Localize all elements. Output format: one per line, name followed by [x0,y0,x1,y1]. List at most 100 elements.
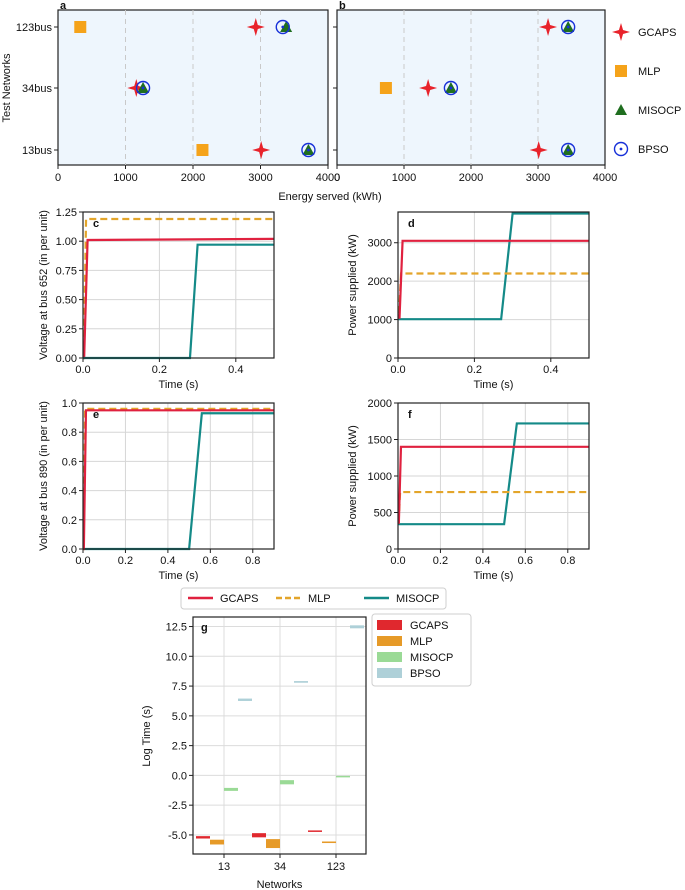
marker-gcaps-34bus [419,79,438,97]
x-tick-label: 0.4 [228,364,243,376]
y-tick-label: 2.5 [172,741,187,753]
y-tick-label: 0 [386,544,392,556]
y-tick-label: 10.0 [166,651,187,663]
x-tick-label: 0.4 [160,555,175,567]
y-tick-label: 0.00 [56,353,77,365]
marker-gcaps-13bus [252,141,271,159]
legend-marker-mlp [615,65,627,77]
box-gcaps-123 [308,830,322,832]
marker-bpso-34bus-ring [443,80,459,96]
legend-label: GCAPS [410,620,449,632]
legend-scatter: GCAPS MLP MISOCP BPSO [612,23,681,157]
y-tick-label: 0.0 [62,544,77,556]
y-tick-label: 500 [374,508,392,520]
box-gcaps-34 [252,833,266,838]
panel-label: e [93,409,99,421]
y-tick-label: 0.50 [56,295,77,307]
legend-label: GCAPS [638,27,677,39]
x-tick-label: 0.2 [467,364,482,376]
y-tick-label: 0 [386,353,392,365]
x-tick-label: 0.0 [75,555,90,567]
panel-label: a [60,0,67,12]
legend-label: MISOCP [410,652,453,664]
legend-swatch-misocp [377,652,402,662]
y-tick-label: 3000 [368,238,392,250]
marker-bpso-34bus [135,80,151,96]
x-tick-label: 0 [55,172,61,184]
legend-label: GCAPS [220,593,259,605]
box-mlp-13 [210,839,224,845]
box-bpso-123 [350,625,364,629]
legend-box [180,587,447,610]
y-axis-label-a: Test Networks [1,53,13,123]
x-tick-label: 0.6 [518,555,533,567]
panel-label: c [93,218,99,230]
marker-bpso-13bus-dot [307,148,310,152]
panel-label: b [339,0,346,12]
x-tick-label: 0.0 [390,555,405,567]
series-line-misocp [398,212,589,321]
x-tick-label: 4000 [316,172,340,184]
legend-label: MISOCP [638,105,681,117]
legend-marker-gcaps [612,23,630,41]
x-tick-label: 1000 [113,172,137,184]
series-line-gcaps [398,239,589,319]
marker-mlp-123bus [74,21,87,33]
series-line-misocp [398,422,589,526]
x-tick-label: 3000 [526,172,550,184]
y-tick-label: 1000 [368,471,392,483]
legend-swatch-mlp [377,636,402,646]
marker-bpso-34bus-dot [449,86,453,90]
plot-bg [398,212,589,358]
x-tick-label: 123 [327,861,345,873]
y-tick-label: 1000 [368,315,392,327]
y-tick-label: 13bus [22,145,52,157]
box-mlp-123 [322,841,336,844]
panel-g: 13 34 123 -5.0 -2.5 0.0 2.5 5.0 7.5 10.0 12.5 g Netw… [141,613,472,890]
marker-bpso-13bus-ring [301,142,316,158]
legend-label: MLP [638,66,661,78]
marker-mlp-13bus [196,144,209,156]
y-tick-label: 0.4 [62,486,77,498]
legend-label: BPSO [410,668,441,680]
x-axis-label: Time (s) [159,379,199,391]
x-tick-label: 0.8 [560,555,575,567]
x-tick-label: 0.2 [118,555,133,567]
legend-label: MLP [410,636,433,648]
x-tick-label: 2000 [459,172,483,184]
panel-d: 0.0 0.2 0.4 0 1000 2000 3000 d Time (s) Power sup… [347,211,590,391]
marker-bpso-123bus-ring [560,19,576,35]
x-tick-label: 13 [218,861,230,873]
y-tick-label: 2000 [368,398,392,410]
marker-bpso-123bus-dot [281,25,285,29]
marker-gcaps-123bus [246,18,265,36]
marker-bpso-123bus-dot [566,25,570,29]
y-tick-label: 12.5 [166,622,187,634]
marker-gcaps-13bus [529,141,548,159]
y-tick-label: 123bus [16,22,53,34]
x-tick-label: 34 [274,861,286,873]
box-misocp-123 [336,775,350,778]
x-axis-label: Networks [257,879,303,890]
plot-frame [82,402,275,550]
legend-label: MLP [308,593,331,605]
panel-f: 0.0 0.2 0.4 0.6 0.8 0 500 1000 1500 2000 f Time (s)… [347,398,590,582]
panel-label: g [201,622,208,634]
marker-bpso-123bus [560,19,576,35]
x-axis-label: Time (s) [159,570,199,582]
plot-frame [397,211,590,359]
legend-marker-bpso [613,141,629,157]
x-axis-label: Time (s) [474,379,514,391]
box-misocp-13 [224,787,238,791]
x-axis-label-ab: Energy served (kWh) [278,191,381,203]
x-tick-label: 0.0 [390,364,405,376]
plot-bg [83,212,274,358]
legend-swatch-bpso [377,668,402,678]
legend-marker-bpso-ring [613,141,629,157]
x-tick-label: 4000 [593,172,617,184]
box-gcaps-13 [196,836,210,839]
legend-label: BPSO [638,144,669,156]
x-tick-label: 0.8 [245,555,260,567]
y-tick-label: 0.6 [62,456,77,468]
